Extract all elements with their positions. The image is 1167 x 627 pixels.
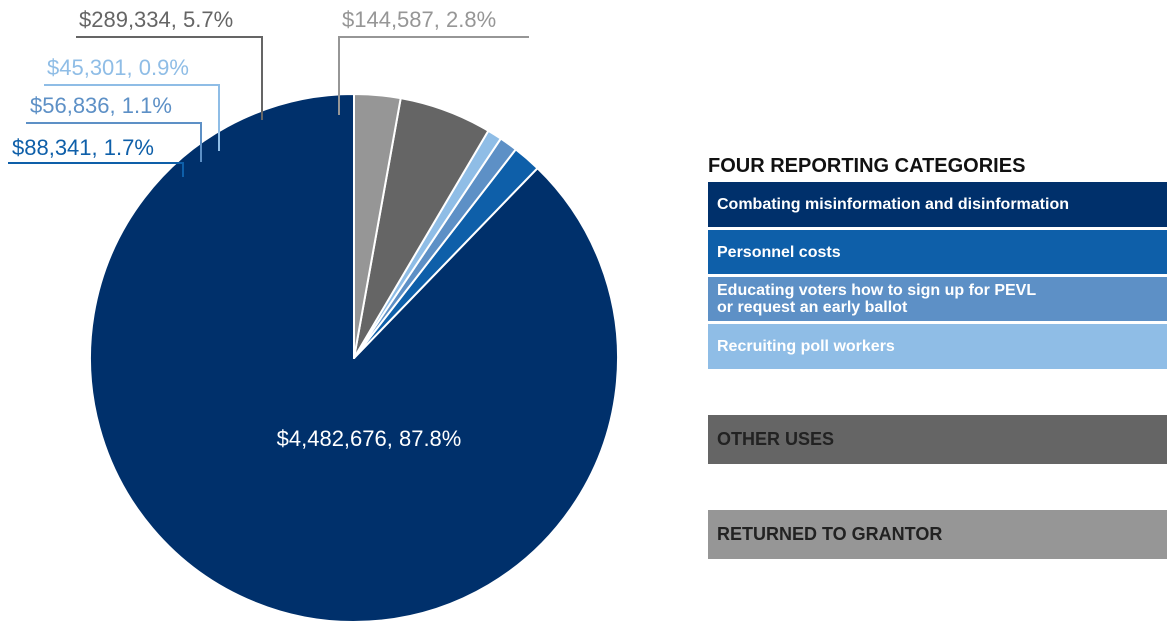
legend-other-uses: OTHER USES <box>708 415 1167 464</box>
pie-slice-144587 <box>353 93 402 359</box>
legend-item-label: Recruiting poll workers <box>717 338 895 355</box>
legend-item-label: Educating voters how to sign up for PEVL… <box>717 282 1037 316</box>
callout-line-144587 <box>338 36 529 115</box>
slice-label-45301: $45,301, 0.9% <box>47 55 189 80</box>
slice-label-88341: $88,341, 1.7% <box>12 135 154 160</box>
legend-returned-label: RETURNED TO GRANTOR <box>717 524 943 544</box>
callout-line-289334 <box>76 36 263 120</box>
legend-item-personnel: Personnel costs <box>708 230 1167 274</box>
legend-item-label: Combating misinformation and disinformat… <box>717 196 1069 213</box>
slice-label-289334: $289,334, 5.7% <box>79 7 233 32</box>
callout-lines <box>8 36 529 177</box>
legend-item-misinformation: Combating misinformation and disinformat… <box>708 182 1167 227</box>
slice-label-56836: $56,836, 1.1% <box>30 93 172 118</box>
legend: FOUR REPORTING CATEGORIES Combating misi… <box>708 152 1167 372</box>
legend-other-uses-label: OTHER USES <box>717 429 835 449</box>
slice-label-4482676: $4,482,676, 87.8% <box>277 426 462 451</box>
pie-slices <box>89 93 619 623</box>
slice-label-144587: $144,587, 2.8% <box>342 7 496 32</box>
legend-item-educating-voters: Educating voters how to sign up for PEVL… <box>708 277 1167 321</box>
legend-heading: FOUR REPORTING CATEGORIES <box>708 155 1026 177</box>
legend-item-poll-workers: Recruiting poll workers <box>708 324 1167 369</box>
callout-line-45301 <box>44 84 220 151</box>
callout-line-56836 <box>26 122 202 162</box>
legend-item-label: Personnel costs <box>717 243 841 261</box>
legend-returned-to-grantor: RETURNED TO GRANTOR <box>708 510 1167 559</box>
callout-line-88341 <box>8 162 184 177</box>
